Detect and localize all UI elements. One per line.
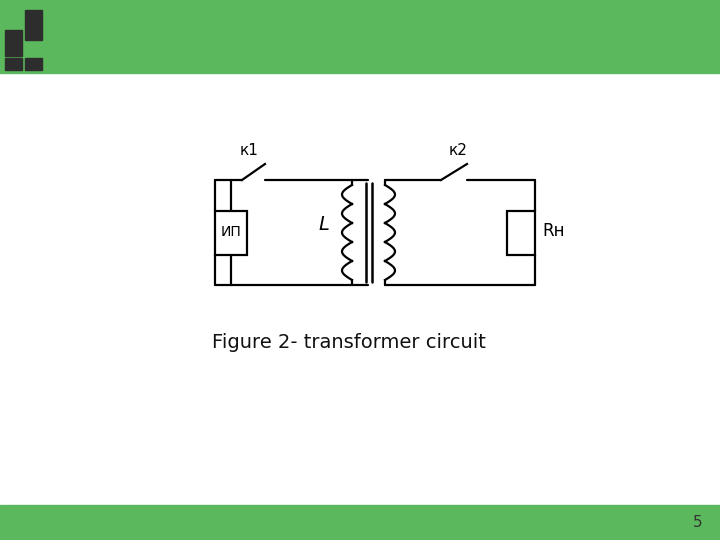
Bar	[0, 505, 720, 540]
Text: L: L	[318, 215, 330, 234]
Bar	[5, 10, 22, 28]
Text: к2: к2	[449, 143, 468, 158]
Bar	[25, 58, 42, 70]
Text: ИП: ИП	[220, 226, 241, 240]
Bar	[5, 30, 22, 56]
Bar	[25, 10, 42, 40]
Bar	[0, 0, 720, 73]
Text: Rн: Rн	[542, 222, 564, 240]
Bar	[507, 211, 535, 254]
Text: 5: 5	[693, 515, 703, 530]
Text: к1: к1	[240, 143, 259, 158]
Bar	[5, 58, 22, 70]
Bar	[215, 211, 247, 254]
Text: Figure 2- transformer circuit: Figure 2- transformer circuit	[212, 333, 486, 353]
